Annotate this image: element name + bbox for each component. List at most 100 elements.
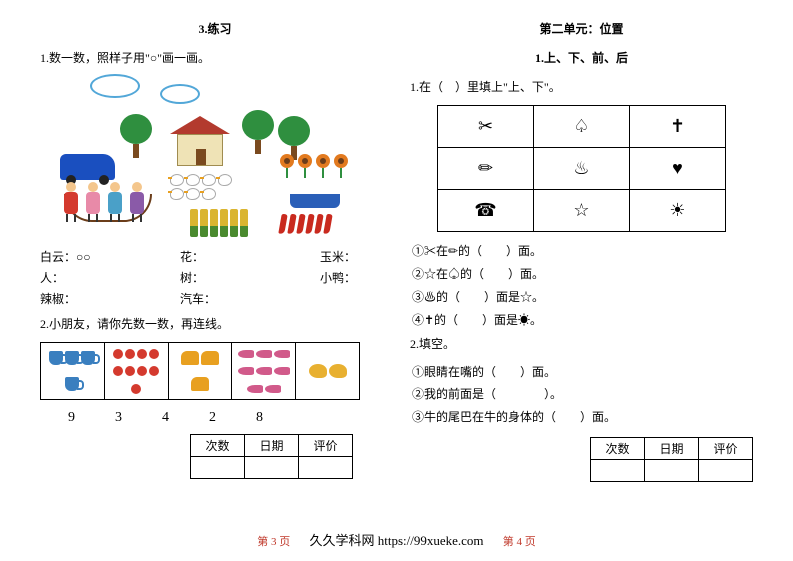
horse-icon [201,351,219,365]
fill-blank-2: ②☆在♤的（ ）面。 [410,263,753,286]
answer-cloud: 白云：○○ [40,248,140,265]
ladybug-icon [137,349,147,359]
fish-icon [274,367,290,375]
pepper-icon [314,214,323,235]
grid-cell: ✝ [630,106,726,148]
site-watermark: 久久学科网 https://99xueke.com [309,533,483,548]
page-number-left: 第 3 页 [257,536,290,548]
ladybug-icon [113,349,123,359]
bird-icon [309,364,327,378]
cup-icon [81,351,95,365]
car-icon [60,154,115,180]
eval-cell [191,457,245,479]
match-number: 2 [209,410,216,426]
pepper-icon [296,214,305,235]
eval-header: 次数 [591,437,645,459]
eval-header: 日期 [245,435,299,457]
page-left: 3.练习 1.数一数，照样子用"○"画一画。 [40,20,390,500]
answer-pepper: 辣椒： [40,290,140,307]
section-title: 3.练习 [40,20,390,37]
fill-blank-1: ①✂在✏的（ ）面。 [410,240,753,263]
fish-icon [238,350,254,358]
match-number: 3 [115,410,122,426]
match-number: 4 [162,410,169,426]
pepper-icon [305,214,314,235]
ladybug-icon [113,366,123,376]
grid-cell: ✏ [438,148,534,190]
matching-panel [40,342,360,400]
question-1-text: 1.数一数，照样子用"○"画一画。 [40,49,390,68]
pepper-icon [323,214,332,235]
pepper-icon [287,214,296,235]
ladybug-icon [125,349,135,359]
flower-icon [334,154,348,176]
kid-icon [106,182,124,222]
table-row: ✏ ♨ ♥ [438,148,726,190]
corn-icon [230,209,238,237]
cup-icon [65,351,79,365]
fill-blank-3: ③♨的（ ）面是☆。 [410,286,753,309]
answer-flower: 花： [180,248,280,265]
kid-icon [128,182,146,222]
tree-icon [120,114,152,158]
corn-icon [200,209,208,237]
ladybug-icon [131,384,141,394]
flowers-group [280,154,350,176]
grid-cell: ☎ [438,190,534,232]
eval-cell [699,459,753,481]
horse-icon [191,377,209,391]
fish-icon [238,367,254,375]
number-row: 9 3 4 2 8 [40,410,390,426]
kid-icon [84,182,102,222]
question-1-text: 1.在（ ）里填上"上、下"。 [410,78,753,97]
answer-row-2: 人： 树： 小鸭： [40,269,390,286]
ladybug-icon [149,366,159,376]
eval-table: 次数 日期 评价 [190,434,353,479]
table-row: ✂ ♤ ✝ [438,106,726,148]
duck-icon [170,188,184,200]
eval-table-right-wrap: 次数 日期 评价 [590,437,753,482]
house-icon [170,116,230,166]
ducks-group [170,174,240,200]
table-row: 次数 日期 评价 [191,435,353,457]
eval-table: 次数 日期 评价 [590,437,753,482]
answer-row-1: 白云：○○ 花： 玉米： [40,248,390,265]
grid-cell: ♥ [630,148,726,190]
question-2-text: 2.填空。 [410,335,753,354]
match-number: 8 [256,410,263,426]
match-cell-ladybugs [105,343,169,399]
eval-cell [645,459,699,481]
eval-header: 评价 [699,437,753,459]
cloud-icon [90,74,140,98]
unit-title: 第二单元：位置 [410,20,753,37]
match-number: 9 [68,410,75,426]
counting-scene [60,74,360,244]
duck-icon [186,174,200,186]
eval-table-left-wrap: 次数 日期 评价 [190,434,390,479]
kids-group [62,182,146,222]
answer-duck: 小鸭： [320,269,420,286]
grid-cell: ♤ [534,106,630,148]
match-cell-fish [232,343,296,399]
eval-cell [591,459,645,481]
corn-icon [210,209,218,237]
kid-icon [62,182,80,222]
flower-icon [280,154,294,176]
grid-cell: ☆ [534,190,630,232]
fish-icon [265,385,281,393]
cup-icon [49,351,63,365]
footer: 第 3 页 久久学科网 https://99xueke.com 第 4 页 [0,530,793,549]
fill-blank-7: ③牛的尾巴在牛的身体的（ ）面。 [410,406,753,429]
flower-icon [316,154,330,176]
eval-header: 日期 [645,437,699,459]
table-row: 次数 日期 评价 [591,437,753,459]
corn-icon [240,209,248,237]
table-row [191,457,353,479]
position-grid: ✂ ♤ ✝ ✏ ♨ ♥ ☎ ☆ ☀ [437,105,726,232]
bird-icon [329,364,347,378]
horse-icon [181,351,199,365]
grid-cell: ♨ [534,148,630,190]
cup-icon [65,377,79,391]
match-cell-birds [296,343,359,399]
answer-row-3: 辣椒： 汽车： [40,290,390,307]
